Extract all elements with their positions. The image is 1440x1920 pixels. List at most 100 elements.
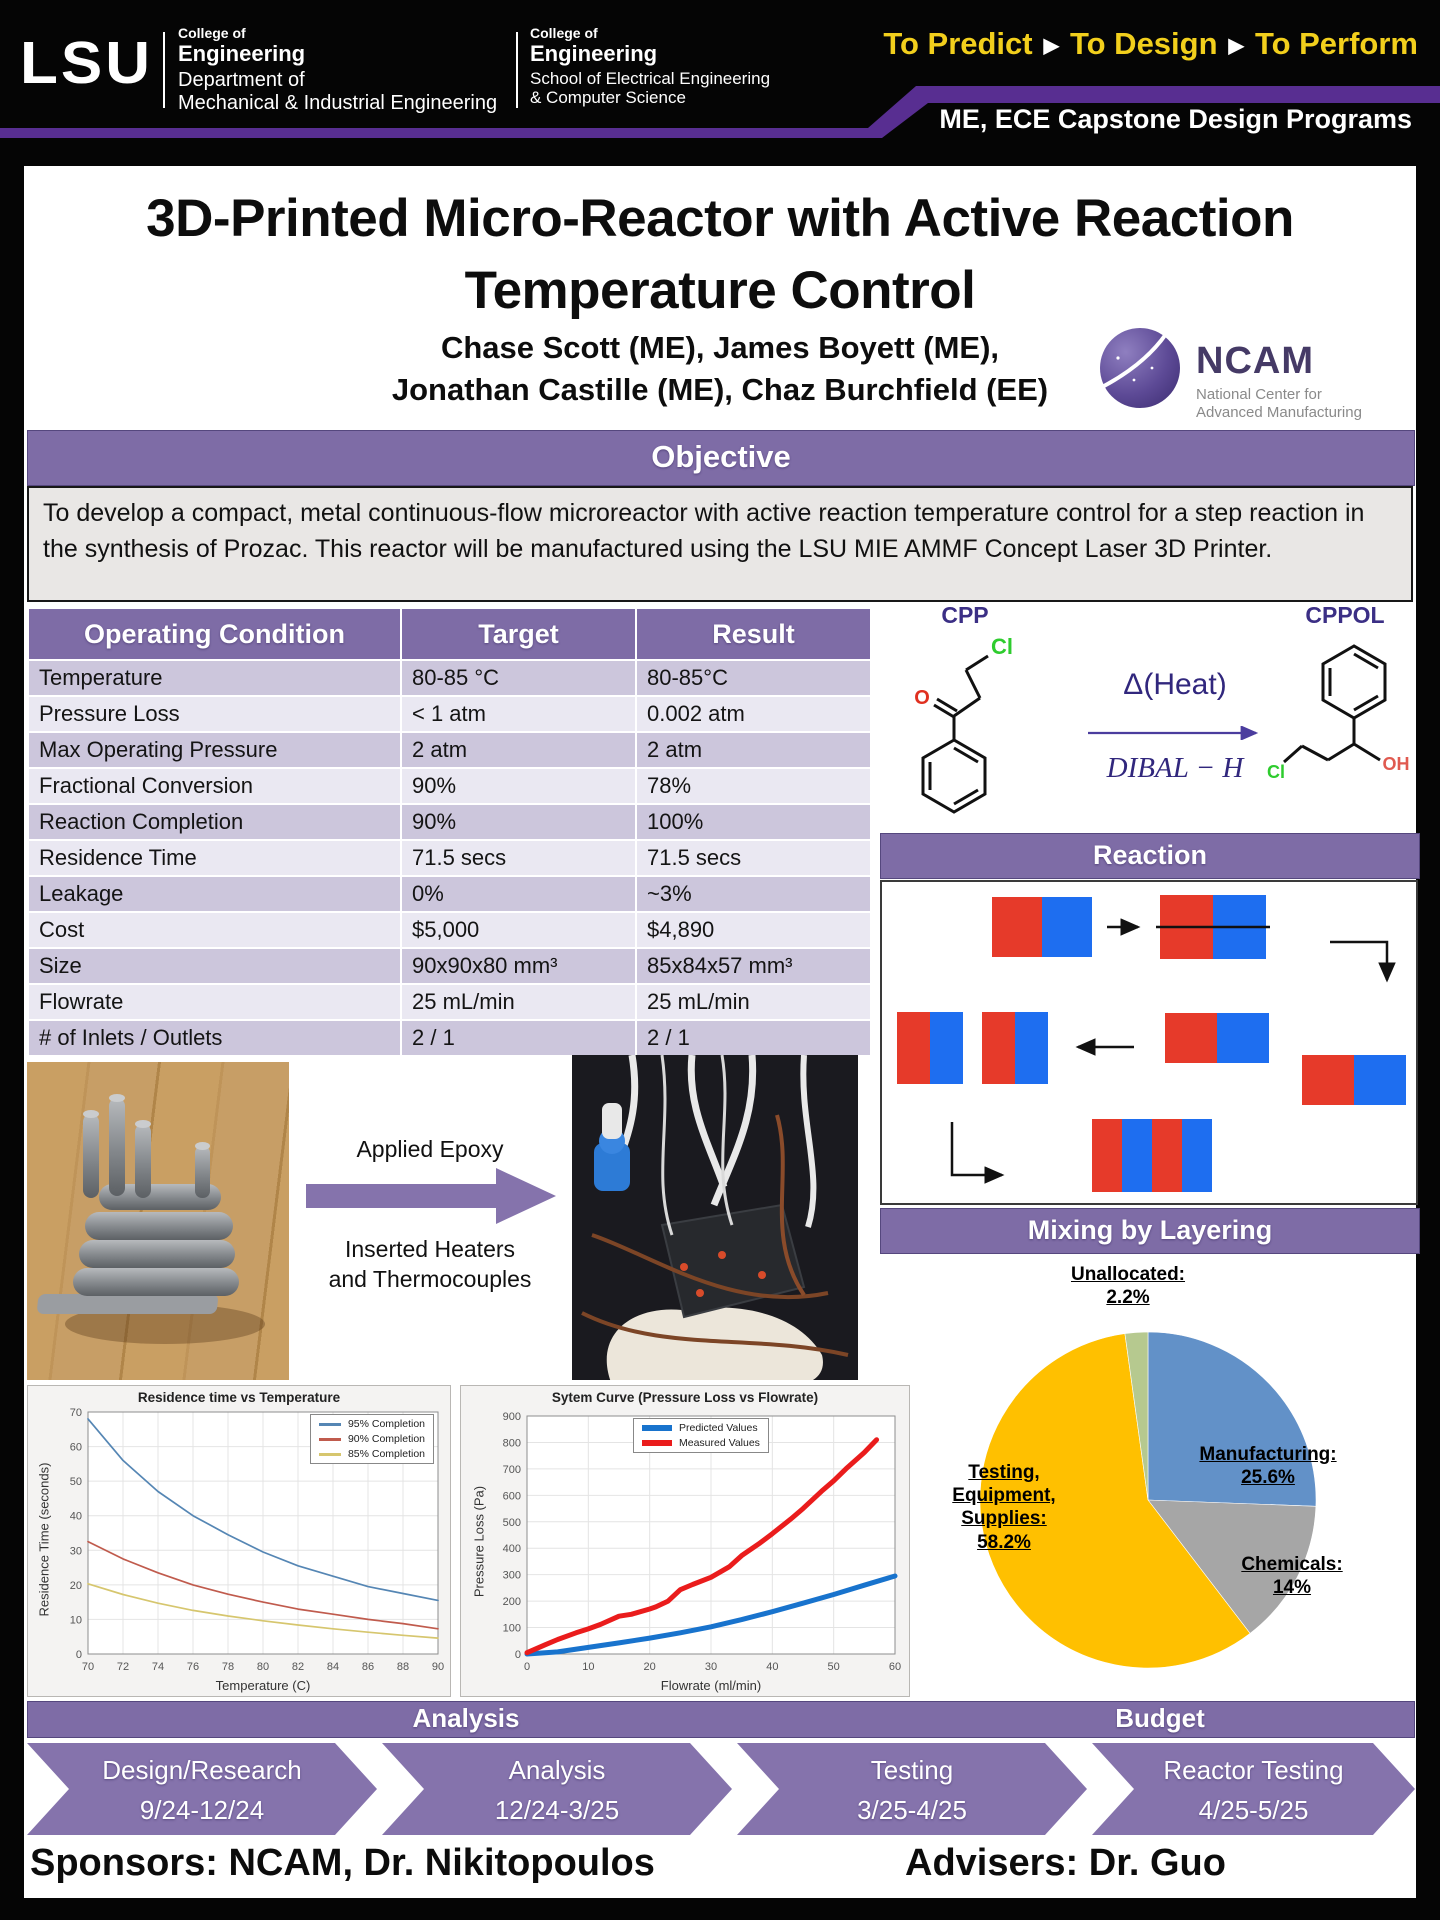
printed-reactor-photo xyxy=(27,1062,289,1380)
svg-text:90: 90 xyxy=(432,1661,444,1673)
svg-text:60: 60 xyxy=(889,1661,901,1673)
phase-label: Reactor Testing xyxy=(1163,1755,1344,1785)
authors-line1: Chase Scott (ME), James Boyett (ME), xyxy=(440,330,1000,365)
table-row: Max Operating Pressure 2 atm 2 atm xyxy=(27,731,872,769)
college-line: Engineering xyxy=(178,40,306,66)
svg-text:80: 80 xyxy=(257,1661,269,1673)
motto-banner: To Predict ▶ To Design ▶ To Perform xyxy=(883,26,1418,62)
legend-entry: 90% Completion xyxy=(318,1433,425,1445)
svg-text:100: 100 xyxy=(503,1623,521,1635)
table-cell: 71.5 secs xyxy=(400,839,637,877)
table-cell: Reaction Completion xyxy=(27,803,402,841)
phase-dates: 3/25-4/25 xyxy=(857,1795,967,1825)
table-row: Size 90x90x80 mm³ 85x84x57 mm³ xyxy=(27,947,872,985)
svg-text:40: 40 xyxy=(766,1661,778,1673)
y-axis-label: Residence Time (seconds) xyxy=(36,1462,52,1617)
svg-text:20: 20 xyxy=(644,1661,656,1673)
college-line: School of Electrical Engineering xyxy=(530,69,771,89)
operating-conditions-table: Operating Condition Target Result Temperat… xyxy=(27,607,872,1057)
svg-text:86: 86 xyxy=(362,1661,374,1673)
process-arrow-icon xyxy=(306,1168,556,1224)
table-cell: Leakage xyxy=(27,875,402,913)
header-divider xyxy=(163,32,165,108)
svg-text:76: 76 xyxy=(187,1661,199,1673)
motto-part: To Perform xyxy=(1254,26,1418,61)
legend-label: 85% Completion xyxy=(347,1448,425,1460)
svg-text:10: 10 xyxy=(70,1614,82,1626)
caption-applied-epoxy: Applied Epoxy xyxy=(356,1136,504,1162)
ncam-globe-icon xyxy=(1100,328,1180,408)
motto-part: To Design xyxy=(1070,26,1218,61)
table-row: Flowrate 25 mL/min 25 mL/min xyxy=(27,983,872,1021)
legend-label: 95% Completion xyxy=(347,1418,425,1430)
residence-time-chart: Residence time vs Temperature 70 72 74 76 78… xyxy=(27,1385,451,1697)
analysis-section-label: Analysis xyxy=(412,1703,520,1733)
objective-heading: Objective xyxy=(27,430,1415,486)
svg-text:10: 10 xyxy=(582,1661,594,1673)
svg-text:200: 200 xyxy=(503,1596,521,1608)
college-line: & Computer Science xyxy=(530,88,686,108)
capstone-program-label: ME, ECE Capstone Design Programs xyxy=(939,104,1412,134)
svg-text:74: 74 xyxy=(152,1661,164,1673)
column-header: Target xyxy=(400,607,637,661)
svg-text:50: 50 xyxy=(70,1476,82,1488)
column-header: Result xyxy=(635,607,872,661)
phase-dates: 12/24-3/25 xyxy=(494,1795,620,1825)
table-cell: Pressure Loss xyxy=(27,695,402,733)
legend-entry: 85% Completion xyxy=(318,1448,425,1460)
svg-text:72: 72 xyxy=(117,1661,129,1673)
legend-label: 90% Completion xyxy=(347,1433,425,1445)
motto-part: To Predict xyxy=(883,26,1033,61)
ncam-subtitle: National Center for xyxy=(1196,386,1322,403)
svg-text:0: 0 xyxy=(524,1661,530,1673)
table-cell: 2 / 1 xyxy=(635,1019,872,1057)
college-line: College of xyxy=(530,25,598,41)
timeline-phase-chevron: Analysis 12/24-3/25 xyxy=(382,1743,732,1835)
table-cell: $4,890 xyxy=(635,911,872,949)
legend-label: Predicted Values xyxy=(679,1422,758,1434)
pie-slice-label: Manufacturing: 25.6% xyxy=(1188,1443,1348,1489)
ncam-swoosh-icon xyxy=(1102,332,1168,388)
budget-pie-plot xyxy=(979,1331,1317,1669)
table-cell: 2 atm xyxy=(400,731,637,769)
table-cell: 2 / 1 xyxy=(400,1019,637,1057)
printed-reactor-illustration xyxy=(37,1094,265,1344)
college-line: Department of xyxy=(178,69,305,92)
mixing-heading: Mixing by Layering xyxy=(880,1208,1420,1254)
reaction-arrow-icon xyxy=(1088,726,1259,740)
product-label: CPPOL xyxy=(1305,602,1385,628)
table-cell: 90% xyxy=(400,767,637,805)
caption-inserted-heaters: Inserted Heaters xyxy=(344,1236,516,1262)
college-of-engineering-me: College of Engineering Department of Mec… xyxy=(178,25,497,114)
pie-slice-value: 25.6% xyxy=(1241,1467,1295,1489)
reaction-condition-dibal: DIBAL − H xyxy=(1106,752,1244,784)
reactant-label: CPP xyxy=(941,602,989,628)
table-cell: Flowrate xyxy=(27,983,402,1021)
motto-separator-icon: ▶ xyxy=(1043,34,1059,57)
budget-section-label: Budget xyxy=(1115,1703,1205,1733)
svg-text:30: 30 xyxy=(705,1661,717,1673)
table-header-row: Operating Condition Target Result xyxy=(27,607,872,661)
phase-dates: 4/25-5/25 xyxy=(1198,1795,1309,1825)
legend-swatch xyxy=(642,1425,672,1431)
table-cell: 80-85°C xyxy=(635,659,872,697)
svg-text:400: 400 xyxy=(503,1543,521,1555)
motto-separator-icon: ▶ xyxy=(1228,34,1244,57)
mixing-by-layering-diagram xyxy=(880,880,1418,1205)
legend-swatch xyxy=(642,1440,672,1446)
phase-label: Testing xyxy=(870,1755,954,1785)
table-cell: # of Inlets / Outlets xyxy=(27,1019,402,1057)
svg-text:70: 70 xyxy=(82,1661,94,1673)
lsu-logo: LSU xyxy=(20,30,153,97)
svg-text:84: 84 xyxy=(327,1661,339,1673)
pie-slice-label: Chemicals: 14% xyxy=(1227,1553,1357,1599)
timeline-phase-chevron: Reactor Testing 4/25-5/25 xyxy=(1092,1743,1415,1835)
svg-text:300: 300 xyxy=(503,1570,521,1582)
table-cell: $5,000 xyxy=(400,911,637,949)
table-cell: 0.002 atm xyxy=(635,695,872,733)
table-cell: < 1 atm xyxy=(400,695,637,733)
legend-swatch xyxy=(318,1422,341,1426)
pie-slice-name: Chemicals: xyxy=(1241,1554,1343,1575)
